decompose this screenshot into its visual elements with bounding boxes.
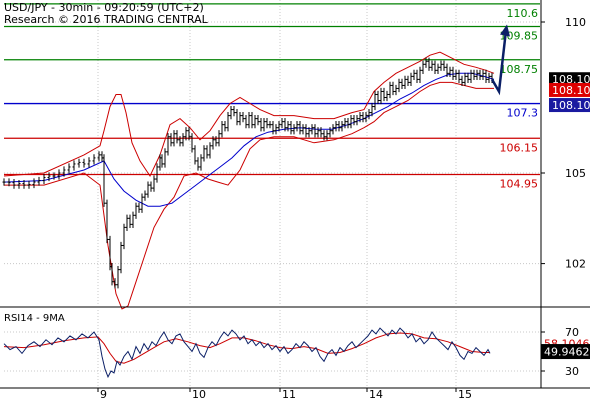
xtick-label: 9 — [100, 388, 107, 400]
xtick-label: 14 — [369, 388, 383, 400]
xtick-label: 15 — [458, 388, 472, 400]
level-label: 107.3 — [507, 107, 539, 120]
rsi-tag-label: 49.9462 — [544, 346, 590, 359]
price-ytick-label: 105 — [565, 167, 586, 180]
xtick-label: 11 — [282, 388, 296, 400]
price-tag-label: 108.103 — [552, 84, 590, 97]
level-label: 108.75 — [500, 63, 539, 76]
rsi-ytick-label: 70 — [565, 326, 579, 339]
xtick-label: 10 — [192, 388, 206, 400]
level-label: 110.6 — [507, 7, 539, 20]
price-ytick-label: 102 — [565, 258, 586, 271]
rsi-ytick-label: 30 — [565, 365, 579, 378]
price-ytick-label: 110 — [565, 16, 586, 29]
price-tag-label: 108.102 — [552, 99, 590, 112]
level-label: 106.15 — [500, 141, 539, 154]
level-label: 104.95 — [500, 178, 539, 191]
copyright-text: Research © 2016 TRADING CENTRAL — [4, 13, 208, 26]
rsi-title: RSI14 - 9MA — [4, 313, 65, 324]
